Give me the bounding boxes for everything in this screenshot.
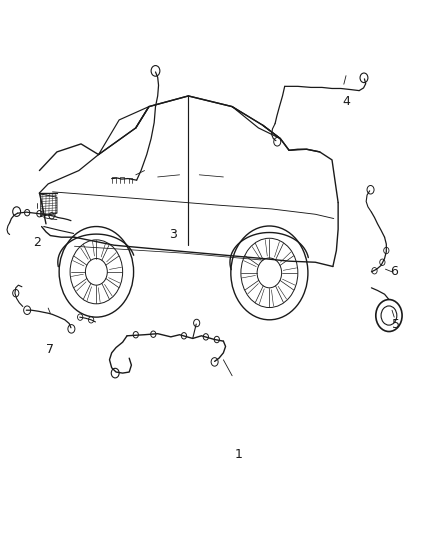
Text: 2: 2 — [33, 236, 41, 249]
Text: 6: 6 — [390, 265, 398, 278]
Text: 7: 7 — [46, 343, 54, 356]
Text: 5: 5 — [392, 318, 400, 330]
Text: 1: 1 — [235, 448, 243, 461]
Text: 3: 3 — [169, 228, 177, 241]
Text: 4: 4 — [342, 95, 350, 108]
